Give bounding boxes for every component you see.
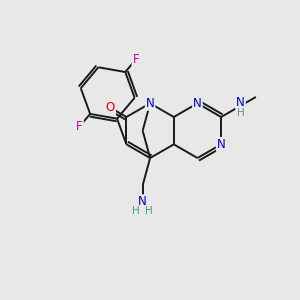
Text: N: N [138, 195, 147, 208]
Text: N: N [236, 96, 245, 109]
Text: N: N [193, 97, 202, 110]
Text: H: H [132, 206, 140, 216]
Text: N: N [217, 138, 226, 151]
Text: H: H [237, 108, 244, 118]
Text: H: H [145, 206, 153, 216]
Text: O: O [106, 101, 115, 114]
Text: N: N [146, 97, 154, 110]
Text: F: F [76, 120, 83, 133]
Text: F: F [133, 53, 139, 66]
